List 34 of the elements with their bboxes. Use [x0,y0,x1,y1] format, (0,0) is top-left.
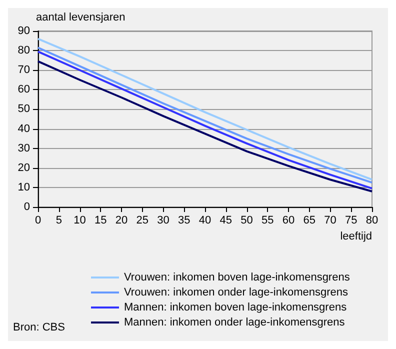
y-tick-label: 60 [18,84,30,96]
x-tick-label: 65 [303,214,316,226]
x-tick-label: 40 [198,214,212,226]
x-tick-label: 45 [220,214,232,226]
x-tick-label: 55 [262,214,274,226]
y-tick-label: 30 [18,142,30,154]
x-tick-label: 80 [366,214,378,226]
x-axis-title: leeftijd [340,230,372,242]
y-tick-label: 50 [18,103,30,116]
x-tick-label: 5 [56,214,62,226]
y-axis-title: aantal levensjaren [36,12,126,24]
x-tick-label: 50 [240,214,253,226]
y-tick-label: 70 [18,64,30,76]
text: Bron: CBS [13,322,65,334]
y-tick-label: 10 [18,181,30,194]
x-tick-label: 60 [282,214,295,226]
y-tick-label: 20 [18,162,30,174]
x-tick-label: 0 [34,214,42,226]
x-tick-label: 75 [345,214,358,226]
legend-label: Vrouwen: inkomen onder lage-inkomensgrens [124,286,348,298]
legend-label: Mannen: inkomen boven lage-inkomensgrens [124,302,348,314]
y-tick-label: 40 [18,122,30,135]
x-tick-label: 25 [136,214,148,226]
x-tick-label: 15 [94,214,107,226]
y-tick-label: 90 [18,25,30,37]
y-tick-label: 0 [24,201,30,213]
x-tick-label: 35 [178,214,190,226]
x-tick-label: 10 [74,214,86,226]
y-tick-label: 80 [18,44,30,57]
x-tick-label: 70 [324,214,336,226]
legend-label: Vrouwen: inkomen boven lage-inkomensgrens [124,272,350,284]
x-tick-label: 30 [157,214,170,226]
x-tick-label: 20 [115,214,128,226]
legend-label: Mannen: inkomen onder lage-inkomensgrens [124,316,346,328]
